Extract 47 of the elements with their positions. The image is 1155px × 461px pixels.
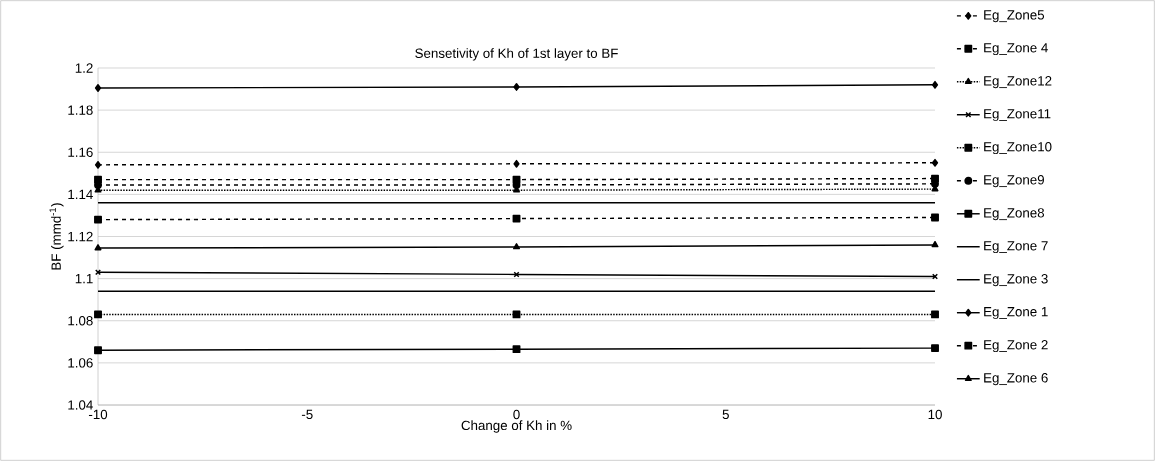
legend-label: Eg_Zone11 [984,109,1051,122]
y-tick-label: 1.18 [68,105,93,115]
legend-label: Eg_Zone12 [984,76,1052,89]
chart-title: Sensetivity of Kh of 1st layer to BF [415,48,618,61]
y-tick-label: 1.16 [68,147,93,157]
point [94,84,102,92]
y-tick-label: 1.14 [68,189,93,199]
point [931,240,939,248]
y-tick-label: 1.2 [75,63,93,73]
point [94,310,102,319]
point [94,346,102,355]
legend-label: Eg_Zone10 [984,142,1052,155]
x-tick-label: 5 [722,409,729,420]
legend-label: Eg_Zone8 [984,208,1045,221]
point [931,80,939,89]
point [931,213,939,222]
point [931,158,939,167]
point [94,160,102,169]
x-tick-label: -5 [301,409,313,420]
x-tick-label: 10 [928,409,942,420]
legend-label: Eg_Zone 7 [984,241,1048,254]
y-tick-label: 1.12 [68,231,93,242]
point [931,344,939,353]
y-tick-label: 1.04 [68,400,93,410]
point [512,345,521,354]
legend-label: Eg_Zone5 [984,10,1045,23]
legend-label: Eg_Zone 3 [984,274,1048,287]
point [512,310,521,319]
point [94,215,102,224]
legend-label: Eg_Zone 6 [984,373,1048,386]
point [513,83,520,91]
x-tick-label: -10 [88,409,108,420]
legend-label: Eg_Zone9 [984,175,1044,188]
legend-label: Eg_Zone 1 [984,307,1048,320]
y-tick-label: 1.1 [75,274,93,284]
point [513,243,521,250]
x-tick-label: 0 [513,409,520,420]
legend-label: Eg_Zone 2 [984,340,1048,353]
x-axis-title: Change of Kh in % [461,420,572,433]
legend-label: Eg_Zone 4 [984,43,1048,56]
point [513,159,520,168]
point [512,214,521,223]
y-tick-label: 1.08 [68,316,93,326]
y-axis-title: BF (mmd$^{-1}$) [49,203,64,270]
point [94,244,102,251]
y-tick-label: 1.06 [68,358,93,368]
point [931,310,939,319]
